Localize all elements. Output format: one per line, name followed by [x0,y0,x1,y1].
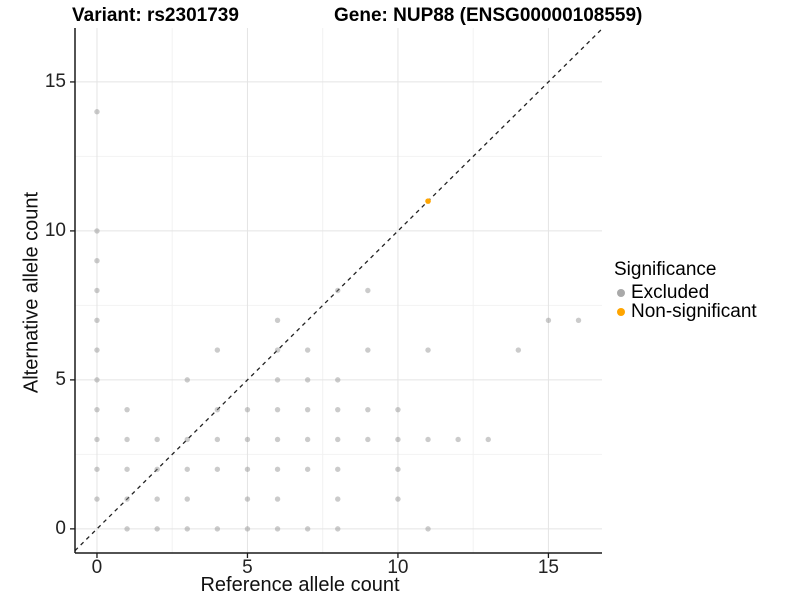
data-point-excluded [94,496,100,502]
data-point-excluded [335,406,341,413]
data-point-excluded [425,526,431,532]
plot-title-gene: Gene: NUP88 (ENSG00000108559) [334,5,643,26]
data-point-excluded [335,377,341,383]
data-point-excluded [94,228,100,234]
data-point-excluded [485,436,491,443]
data-point-excluded [365,347,371,353]
data-point-excluded [365,287,371,294]
legend-item-excluded: Excluded [614,281,757,303]
data-point-non-significant [425,198,431,204]
data-point-excluded [274,526,281,532]
data-point-excluded [184,436,190,443]
data-point-excluded [304,436,311,443]
data-point-excluded [304,466,311,472]
data-point-excluded [124,526,130,532]
y-axis-title: Alternative allele count [20,191,43,394]
data-point-excluded [244,466,251,472]
data-point-excluded [154,526,160,532]
legend: Significance Excluded Non-significant [614,259,757,322]
data-point-excluded [244,496,251,502]
data-point-excluded [94,377,100,383]
data-point-excluded [335,496,341,502]
data-point-excluded [335,526,341,532]
x-tick-label: 0 [91,557,103,578]
data-point-excluded [124,466,130,472]
x-axis-title: Reference allele count [200,574,400,596]
data-point-excluded [274,317,281,323]
y-tick-label: 0 [55,517,66,539]
data-point-excluded [274,377,281,383]
data-point-excluded [154,496,160,502]
data-point-excluded [365,406,371,413]
x-tick-label: 15 [537,557,559,578]
data-point-excluded [94,258,100,264]
legend-item-label: Excluded [631,281,710,303]
data-point-excluded [304,347,311,353]
data-point-excluded [365,436,371,443]
data-point-excluded [154,436,160,443]
data-point-excluded [94,317,100,323]
data-point-excluded [274,496,281,502]
data-point-excluded [154,466,160,472]
data-point-excluded [304,377,311,383]
data-point-excluded [545,317,552,323]
y-tick-label: 5 [55,368,66,390]
data-point-excluded [94,466,100,472]
data-point-excluded [184,466,190,472]
data-point-excluded [94,406,100,413]
data-point-excluded [214,436,221,443]
data-point-excluded [395,406,401,413]
data-point-excluded [274,406,281,413]
plot-title-variant: Variant: rs2301739 [72,5,239,26]
data-point-excluded [304,406,311,413]
legend-item-non-significant: Non-significant [614,300,757,322]
data-point-excluded [395,436,401,443]
data-point-excluded [214,347,221,353]
data-point-excluded [395,466,401,472]
data-point-excluded [124,496,130,502]
data-point-excluded [124,406,130,413]
data-point-excluded [455,436,461,443]
data-point-excluded [94,436,100,443]
data-point-excluded [244,436,251,443]
identity-line [74,28,603,552]
data-point-excluded [425,436,431,443]
x-tick-label: 5 [242,557,253,578]
data-point-excluded [184,526,190,532]
data-point-excluded [274,436,281,443]
data-point-excluded [184,496,190,502]
legend-item-label: Non-significant [631,300,757,322]
data-point-excluded [395,496,401,502]
data-point-excluded [335,287,341,294]
data-point-excluded [94,347,100,353]
legend-title: Significance [614,259,717,280]
data-point-excluded [575,317,582,323]
data-point-excluded [94,287,100,294]
data-point-excluded [214,466,221,472]
x-tick-label: 10 [387,557,409,578]
data-point-excluded [184,377,190,383]
y-tick-label: 10 [44,219,66,241]
data-point-excluded [124,436,130,443]
data-point-excluded [244,406,251,413]
data-point-excluded [274,347,281,353]
data-point-excluded [304,526,311,532]
data-point-excluded [515,347,522,353]
excluded-dot-icon [617,288,625,297]
data-point-excluded [335,436,341,443]
data-point-excluded [425,347,431,353]
data-point-excluded [214,526,221,532]
non-significant-dot-icon [617,307,625,316]
data-point-excluded [244,526,251,532]
data-point-excluded [94,109,100,115]
data-point-excluded [335,466,341,472]
data-point-excluded [214,406,221,413]
data-point-excluded [274,466,281,472]
y-tick-label: 15 [44,70,66,92]
